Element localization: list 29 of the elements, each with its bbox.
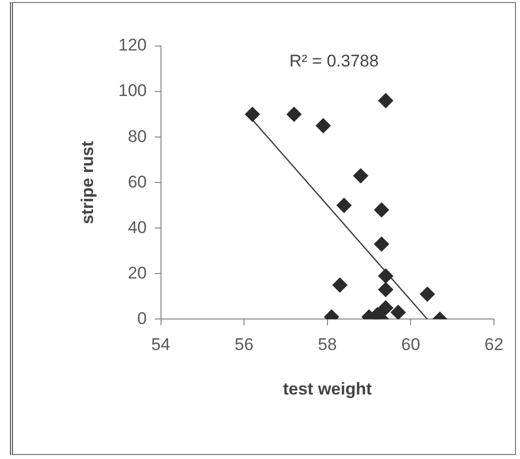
y-tick-label: 20 (128, 263, 147, 282)
y-tick-label: 60 (128, 172, 147, 192)
y-tick-label: 120 (118, 36, 147, 55)
y-tick-label: 100 (118, 81, 147, 100)
x-axis-title: test weight (282, 379, 372, 398)
point (316, 118, 331, 134)
point (286, 106, 302, 122)
point (336, 198, 352, 213)
x-tick-label: 54 (151, 335, 170, 354)
point (378, 268, 394, 284)
y-tick-label: 80 (128, 126, 147, 146)
point (390, 304, 406, 320)
point (374, 236, 390, 252)
point (244, 106, 260, 122)
x-tick-label: 56 (234, 335, 254, 354)
x-tick-label: 62 (484, 335, 504, 354)
x-tick-label: 60 (401, 335, 420, 354)
point (378, 282, 394, 298)
point (353, 168, 368, 184)
point (378, 93, 394, 108)
y-axis-title: stripe rust (78, 140, 97, 224)
x-tick-label: 58 (318, 335, 337, 354)
y-tick-label: 0 (137, 308, 147, 328)
point (420, 286, 435, 302)
point (374, 202, 390, 218)
annotation: R² = 0.3788 (289, 52, 379, 71)
point (378, 300, 394, 316)
point (332, 278, 348, 293)
y-tick-label: 40 (128, 218, 147, 237)
